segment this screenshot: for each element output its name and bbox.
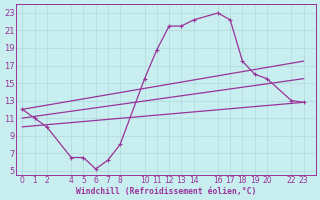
X-axis label: Windchill (Refroidissement éolien,°C): Windchill (Refroidissement éolien,°C) <box>76 187 256 196</box>
